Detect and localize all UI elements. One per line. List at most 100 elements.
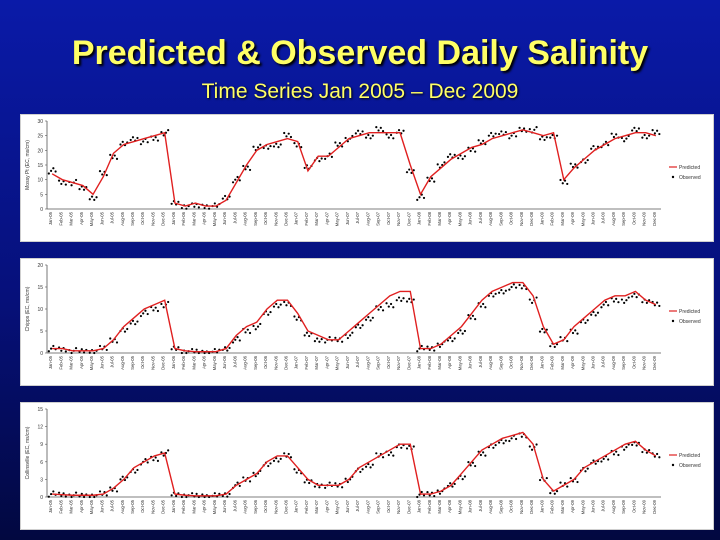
x-tick-label: Mar-07 — [314, 355, 319, 369]
observed-point — [95, 196, 98, 199]
observed-point — [543, 138, 546, 142]
x-tick-label: May-07 — [335, 211, 340, 226]
observed-point — [313, 340, 317, 343]
observed-point — [617, 301, 620, 304]
observed-point — [203, 206, 206, 210]
observed-point — [555, 490, 559, 493]
x-tick-label: Mar-05 — [69, 499, 74, 513]
observed-point — [367, 316, 370, 319]
observed-point — [152, 459, 155, 462]
x-tick-label: Feb-06 — [181, 211, 186, 225]
observed-point — [375, 126, 378, 129]
x-tick-label: Nov-09 — [642, 211, 647, 225]
observed-point — [633, 292, 636, 295]
observed-point — [538, 330, 542, 333]
observed-point — [119, 478, 122, 481]
x-tick-label: Dec-08 — [529, 355, 534, 369]
x-tick-label: Nov-07 — [396, 499, 401, 513]
observed-point — [105, 494, 108, 497]
observed-point — [385, 302, 388, 305]
observed-point — [324, 341, 327, 344]
x-tick-label: Jun-08 — [468, 499, 473, 513]
y-tick-label: 0 — [40, 351, 43, 357]
y-tick-label: 0 — [40, 207, 43, 213]
observed-point — [175, 494, 178, 498]
x-tick-label: Aug-05 — [120, 211, 125, 225]
observed-point — [569, 162, 572, 165]
observed-point — [64, 183, 67, 186]
observed-point — [246, 328, 249, 331]
x-tick-label: Jun-09 — [590, 355, 595, 369]
y-tick-label: 3 — [40, 477, 43, 483]
observed-point — [295, 145, 298, 148]
observed-point — [170, 348, 173, 351]
x-tick-label: Apr-06 — [202, 499, 207, 513]
x-tick-label: Feb-07 — [304, 355, 309, 369]
observed-point — [180, 495, 183, 499]
observed-point — [653, 132, 656, 135]
observed-point — [231, 181, 235, 184]
observed-point — [98, 170, 102, 173]
observed-point — [47, 495, 50, 498]
x-tick-label: Jul-09 — [601, 355, 606, 367]
observed-point — [361, 324, 364, 327]
observed-point — [160, 451, 163, 454]
observed-point — [293, 315, 296, 318]
observed-point — [231, 341, 235, 344]
observed-point — [377, 308, 380, 311]
observed-point — [74, 178, 78, 182]
x-tick-label: Jun-07 — [345, 499, 350, 513]
x-tick-label: Aug-07 — [365, 355, 370, 369]
observed-point — [512, 283, 515, 286]
x-tick-label: Jul-07 — [355, 499, 360, 511]
observed-point — [561, 182, 564, 185]
observed-point — [356, 129, 360, 132]
observed-point — [387, 305, 390, 308]
observed-point — [272, 459, 276, 462]
observed-point — [592, 144, 595, 148]
observed-point — [320, 157, 323, 160]
observed-point — [566, 485, 569, 488]
observed-point — [484, 454, 487, 457]
observed-point — [420, 344, 423, 348]
observed-point — [502, 442, 505, 445]
observed-point — [88, 495, 91, 499]
observed-point — [359, 326, 362, 330]
observed-point — [528, 298, 531, 301]
observed-point — [328, 336, 331, 339]
observed-point — [592, 459, 595, 462]
observed-point — [300, 146, 303, 149]
y-tick-label: 15 — [37, 407, 43, 413]
observed-point — [52, 344, 55, 348]
observed-point — [283, 131, 286, 135]
x-tick-label: Dec-09 — [652, 211, 657, 225]
y-tick-label: 15 — [37, 285, 43, 291]
x-tick-label: Mar-08 — [437, 211, 442, 225]
observed-point — [430, 177, 434, 180]
observed-point — [236, 336, 239, 339]
x-tick-label: Jan-06 — [171, 355, 176, 369]
observed-point — [109, 153, 112, 156]
x-tick-label: Oct-08 — [509, 355, 514, 369]
x-tick-label: Nov-09 — [642, 499, 647, 513]
observed-point — [449, 482, 452, 485]
observed-point — [269, 462, 272, 465]
y-tick-label: 12 — [37, 425, 43, 431]
observed-point — [648, 134, 651, 137]
observed-point — [177, 200, 180, 203]
observed-point — [313, 485, 317, 488]
observed-point — [57, 491, 61, 494]
x-tick-label: Apr-09 — [570, 499, 575, 513]
observed-point — [113, 154, 116, 157]
x-tick-label: Mar-08 — [437, 499, 442, 513]
x-tick-label: Dec-06 — [283, 355, 288, 369]
observed-point — [341, 340, 344, 343]
observed-point — [226, 495, 229, 498]
observed-point — [487, 134, 490, 137]
observed-point — [600, 306, 603, 309]
x-tick-label: Oct-09 — [631, 355, 636, 369]
observed-point — [121, 475, 124, 478]
observed-point — [283, 452, 286, 455]
observed-point — [602, 303, 605, 306]
observed-point — [185, 351, 188, 355]
